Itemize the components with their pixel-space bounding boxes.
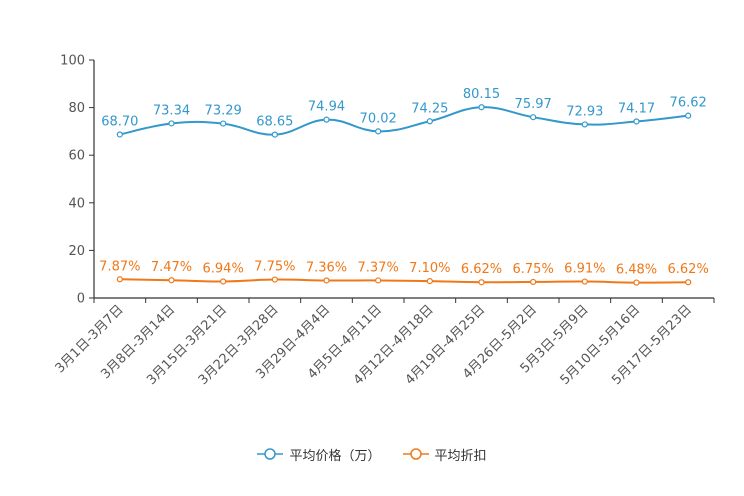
data-point[interactable]: [530, 114, 537, 121]
series-line-1: [119, 278, 689, 284]
data-point[interactable]: [685, 112, 692, 119]
data-point[interactable]: [168, 120, 175, 127]
data-point[interactable]: [168, 277, 175, 284]
data-label: 7.37%: [358, 260, 399, 275]
data-point[interactable]: [375, 128, 382, 135]
data-point[interactable]: [323, 116, 330, 123]
legend-item-price[interactable]: 平均价格（万）: [257, 445, 381, 464]
data-label: 7.75%: [254, 260, 295, 275]
data-point[interactable]: [116, 276, 123, 283]
data-label: 6.91%: [564, 262, 605, 277]
data-point[interactable]: [220, 278, 227, 285]
legend-label-discount: 平均折扣: [434, 448, 487, 464]
axes: 0204060801003月1日-3月7日3月8日-3月14日3月15日-3月2…: [53, 54, 715, 388]
data-label: 74.25: [411, 101, 448, 116]
data-label: 7.47%: [151, 260, 192, 275]
legend: 平均价格（万） 平均折扣: [0, 442, 744, 466]
data-point[interactable]: [271, 276, 278, 283]
data-label: 7.36%: [306, 260, 347, 275]
data-label: 7.87%: [99, 259, 140, 274]
line-chart: 0204060801003月1日-3月7日3月8日-3月14日3月15日-3月2…: [53, 54, 715, 388]
data-label: 6.62%: [668, 262, 709, 277]
y-tick-label: 80: [68, 101, 85, 116]
data-point[interactable]: [426, 118, 433, 125]
data-label: 68.70: [101, 114, 138, 129]
series-lines: [119, 106, 689, 284]
data-label: 72.93: [566, 104, 603, 119]
y-tick-label: 60: [68, 149, 85, 164]
data-point[interactable]: [581, 121, 588, 128]
legend-item-discount[interactable]: 平均折扣: [402, 445, 487, 464]
data-point[interactable]: [323, 277, 330, 284]
data-point[interactable]: [530, 278, 537, 286]
data-point[interactable]: [633, 279, 640, 286]
data-point[interactable]: [685, 279, 692, 286]
data-label: 6.75%: [513, 262, 554, 277]
legend-marker-price: [257, 448, 284, 460]
y-tick-label: 40: [68, 196, 85, 211]
data-label: 7.10%: [409, 261, 450, 276]
series-line-0: [119, 106, 689, 136]
legend-marker-discount: [402, 448, 429, 460]
data-label: 73.34: [153, 103, 190, 118]
y-tick-label: 0: [77, 292, 85, 307]
data-point[interactable]: [581, 278, 588, 285]
data-label: 73.29: [205, 104, 242, 119]
y-tick-label: 100: [60, 54, 85, 69]
data-point[interactable]: [633, 118, 640, 125]
data-point[interactable]: [478, 104, 485, 111]
legend-label-price: 平均价格（万）: [289, 448, 381, 464]
data-label: 6.48%: [616, 263, 657, 278]
data-point[interactable]: [426, 278, 433, 285]
data-point[interactable]: [116, 131, 123, 138]
data-label: 6.94%: [203, 261, 244, 276]
data-label: 74.17: [618, 101, 655, 116]
data-point[interactable]: [478, 279, 485, 286]
data-label: 80.15: [463, 87, 500, 102]
data-label: 74.94: [308, 100, 345, 115]
data-point[interactable]: [271, 131, 278, 138]
data-label: 68.65: [256, 115, 293, 130]
data-label: 70.02: [360, 111, 397, 126]
series-points: [116, 104, 692, 286]
y-tick-label: 20: [68, 244, 85, 259]
data-label: 76.62: [670, 96, 707, 111]
data-labels: 68.70 73.34 73.29 68.65 74.94 70.02 74.25 80.15…: [99, 87, 709, 277]
data-point[interactable]: [220, 120, 227, 127]
data-point[interactable]: [375, 277, 382, 284]
data-label: 75.97: [515, 97, 552, 112]
data-label: 6.62%: [461, 262, 502, 277]
